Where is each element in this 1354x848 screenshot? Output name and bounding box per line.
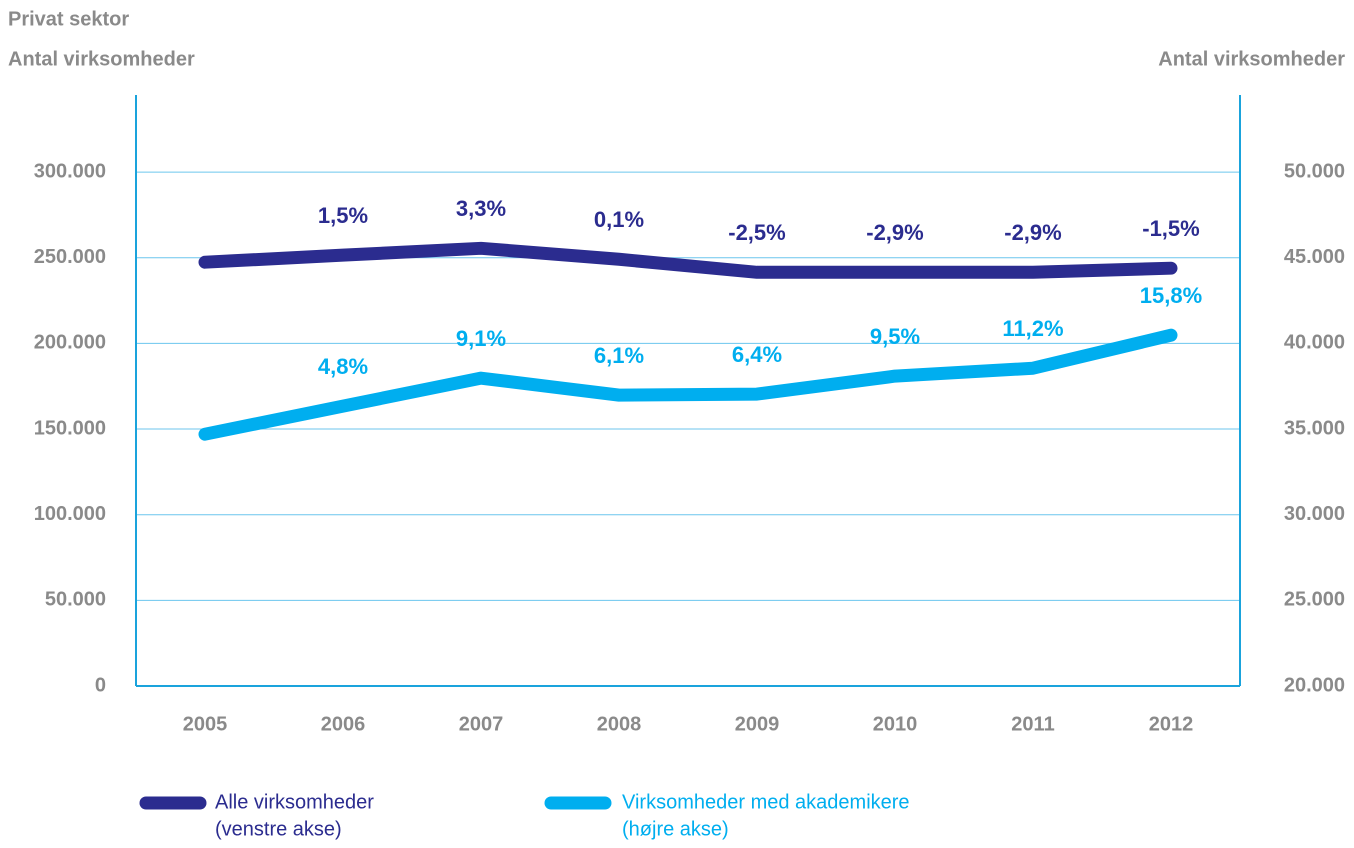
y-axis-label: Antal virksomheder bbox=[8, 48, 195, 70]
y2-axis-label: Antal virksomheder bbox=[1158, 48, 1345, 70]
data-label: 9,1% bbox=[456, 326, 506, 351]
y2-tick-label: 45.000 bbox=[1284, 246, 1345, 268]
y-tick-label: 50.000 bbox=[45, 589, 106, 611]
y-tick-label: 200.000 bbox=[34, 332, 106, 354]
series-line bbox=[198, 241, 1178, 279]
y-tick-label: 0 bbox=[95, 674, 106, 696]
y2-tick-label: 20.000 bbox=[1284, 674, 1345, 696]
data-label: 4,8% bbox=[318, 354, 368, 379]
y-tick-label: 150.000 bbox=[34, 417, 106, 439]
data-label: 9,5% bbox=[870, 324, 920, 349]
x-tick-label: 2010 bbox=[873, 713, 918, 735]
legend-note: (venstre akse) bbox=[215, 818, 342, 840]
y2-tick-label: 35.000 bbox=[1284, 417, 1345, 439]
legend-label: Virksomheder med akademikere bbox=[622, 791, 910, 813]
x-tick-label: 2006 bbox=[321, 713, 366, 735]
y2-tick-label: 30.000 bbox=[1284, 503, 1345, 525]
y2-tick-label: 40.000 bbox=[1284, 332, 1345, 354]
legend-label: Alle virksomheder bbox=[215, 791, 374, 813]
data-label: 6,1% bbox=[594, 343, 644, 368]
x-tick-label: 2012 bbox=[1149, 713, 1194, 735]
x-tick-label: 2009 bbox=[735, 713, 780, 735]
data-label: 0,1% bbox=[594, 207, 644, 232]
data-label: -2,5% bbox=[728, 220, 785, 245]
chart-title: Privat sektor bbox=[8, 8, 129, 30]
x-tick-label: 2011 bbox=[1011, 713, 1054, 735]
data-label: 3,3% bbox=[456, 196, 506, 221]
x-tick-label: 2007 bbox=[459, 713, 504, 735]
data-label: -1,5% bbox=[1142, 216, 1199, 241]
y2-tick-label: 50.000 bbox=[1284, 160, 1345, 182]
y-tick-label: 300.000 bbox=[34, 160, 106, 182]
y2-tick-label: 25.000 bbox=[1284, 589, 1345, 611]
y-tick-label: 100.000 bbox=[34, 503, 106, 525]
data-label: 6,4% bbox=[732, 342, 782, 367]
x-tick-label: 2008 bbox=[597, 713, 642, 735]
data-label: -2,9% bbox=[866, 220, 923, 245]
y-tick-label: 250.000 bbox=[34, 246, 106, 268]
data-label: -2,9% bbox=[1004, 220, 1061, 245]
data-label: 11,2% bbox=[1002, 316, 1063, 341]
series-line bbox=[198, 328, 1178, 441]
data-label: 1,5% bbox=[318, 203, 368, 228]
x-tick-label: 2005 bbox=[183, 713, 228, 735]
legend-note: (højre akse) bbox=[622, 818, 729, 840]
data-label: 15,8% bbox=[1140, 283, 1202, 308]
